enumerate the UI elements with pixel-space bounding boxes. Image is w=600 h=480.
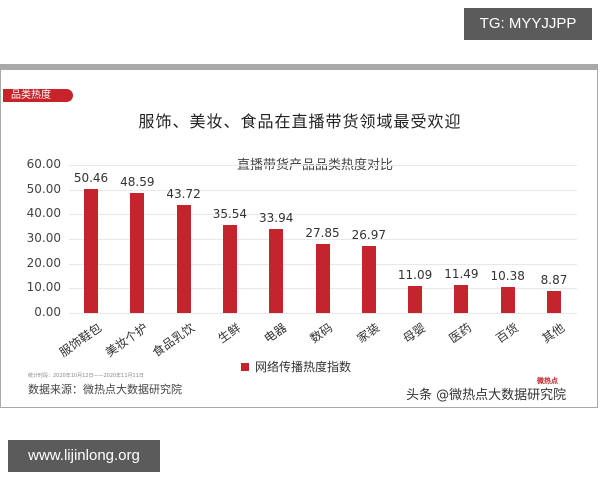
x-tick-label: 母婴 — [400, 320, 429, 346]
x-tick-label: 生鲜 — [215, 320, 244, 346]
y-tick-label: 0.00 — [34, 305, 61, 319]
gridline — [69, 189, 577, 191]
bar-value-label: 43.72 — [166, 187, 201, 202]
bar-value-label: 33.94 — [259, 211, 294, 226]
tg-overlay-label: TG: MYYJJPP — [464, 8, 592, 40]
y-tick-label: 10.00 — [26, 280, 61, 295]
watermark-text: 头条 @微热点大数据研究院 — [406, 388, 567, 403]
bar-value-label: 26.97 — [351, 228, 386, 243]
bar-value-label: 8.87 — [540, 273, 568, 288]
bar — [408, 285, 423, 313]
bar — [315, 244, 330, 313]
bar — [222, 225, 237, 313]
x-tick-label: 医药 — [446, 320, 475, 346]
category-tag: 品类热度 — [3, 89, 73, 102]
x-tick-label: 数码 — [307, 320, 336, 346]
bar-value-label: 11.49 — [444, 266, 479, 281]
x-tick-label: 其他 — [539, 320, 568, 346]
bar — [500, 287, 515, 313]
legend-label: 网络传播热度指数 — [255, 360, 352, 374]
y-tick-label: 50.00 — [26, 181, 61, 196]
source-text: 数据来源：微热点大数据研究院 — [28, 383, 182, 396]
x-tick-label: 食品乳饮 — [149, 320, 197, 360]
y-tick-label: 20.00 — [26, 255, 61, 270]
y-tick-label: 30.00 — [26, 231, 61, 245]
bar — [547, 291, 561, 313]
bar — [454, 284, 469, 313]
gridline — [69, 165, 577, 166]
bar — [176, 205, 191, 313]
x-tick-label: 服饰鞋包 — [56, 320, 105, 360]
x-tick-label: 家装 — [354, 320, 382, 346]
bar — [84, 188, 98, 313]
legend-swatch — [241, 362, 249, 371]
bar-value-label: 48.59 — [120, 175, 155, 190]
page-title: 服饰、美妆、食品在直播带货领域最受欢迎 — [138, 112, 462, 131]
y-tick-label: 60.00 — [26, 157, 61, 171]
legend: 网络传播热度指数 — [241, 358, 351, 375]
x-tick-label: 百货 — [493, 320, 521, 346]
x-tick-label: 电器 — [261, 320, 290, 346]
period-text: 统计时段：2020年10月12日——2020年11月11日 — [28, 373, 144, 379]
bar — [130, 193, 145, 313]
bar-value-label: 27.85 — [305, 226, 340, 241]
bar — [361, 246, 376, 313]
bar-value-label: 35.54 — [212, 207, 248, 222]
gridline — [69, 239, 577, 240]
bar — [269, 229, 284, 313]
gridline — [69, 313, 577, 314]
bar-value-label: 10.38 — [490, 269, 525, 284]
y-tick-label: 40.00 — [26, 206, 61, 221]
chart-card: 品类热度 服饰、美妆、食品在直播带货领域最受欢迎 直播带货产品品类热度对比 0.… — [0, 64, 598, 408]
gridline — [69, 214, 577, 216]
bar-value-label: 50.46 — [73, 170, 109, 185]
url-overlay-label: www.lijinlong.org — [8, 440, 160, 472]
watermark-logo-icon: 微热点 — [537, 377, 558, 385]
x-tick-label: 美妆个护 — [103, 320, 151, 360]
bar-value-label: 11.09 — [397, 267, 433, 282]
